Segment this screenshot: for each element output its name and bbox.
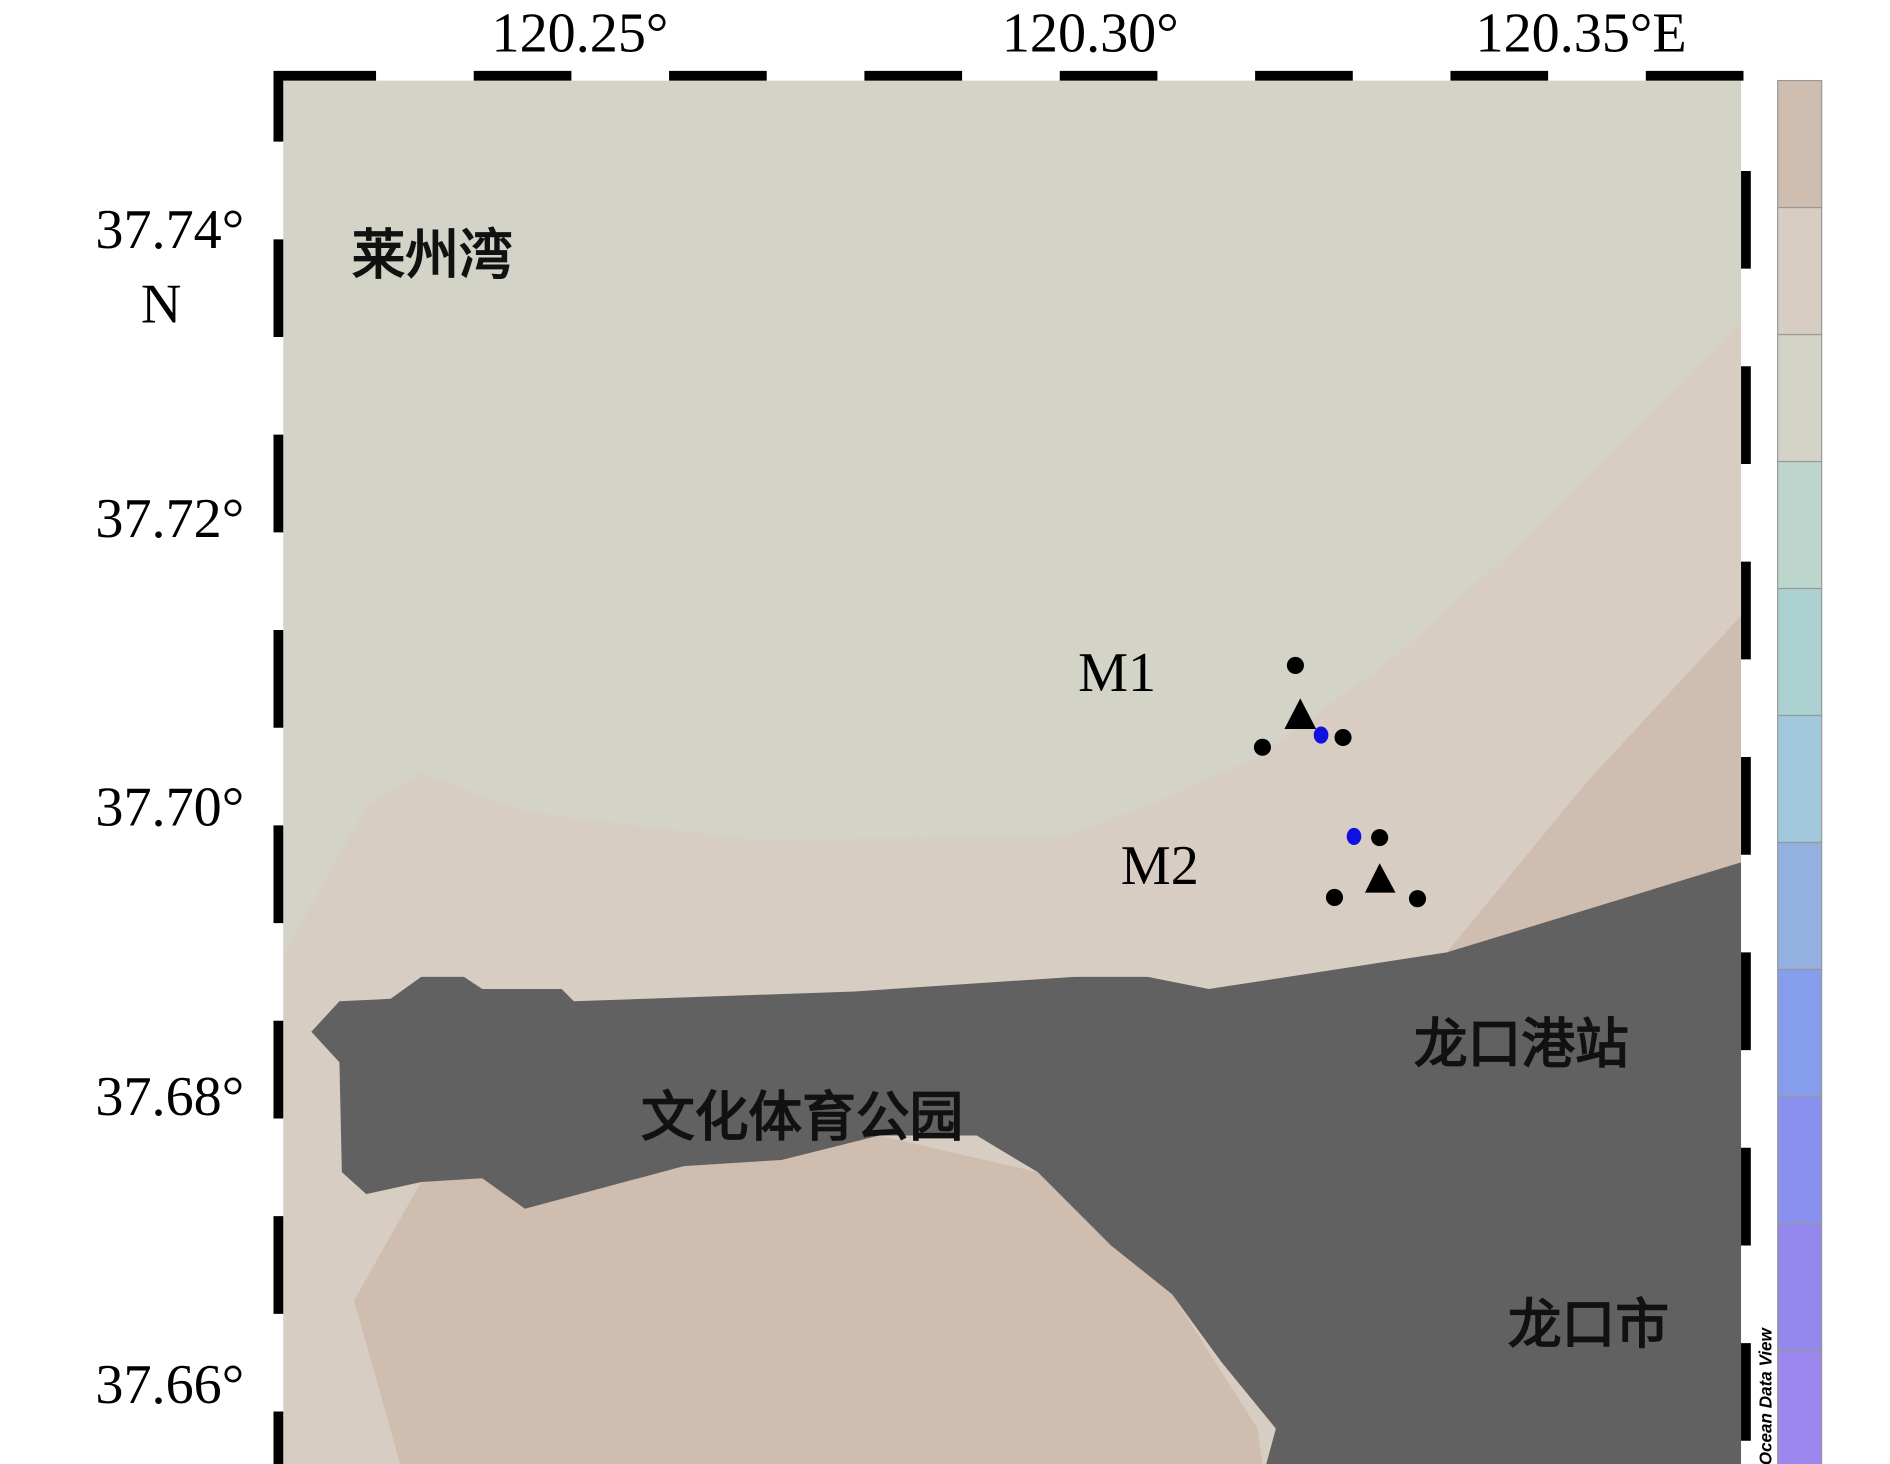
y-tick-label: 37.66° — [95, 1354, 244, 1416]
y-tick-label: 37.74° — [95, 199, 244, 261]
y-unit: N — [141, 273, 182, 335]
x-tick-label: 120.35°E — [1476, 2, 1687, 64]
place-label: 龙口港站 — [1414, 1012, 1629, 1075]
place-label: 文化体育公园 — [641, 1086, 963, 1149]
shore-band — [1446, 610, 1746, 953]
place-label: 莱州湾 — [352, 224, 513, 287]
x-tick-label: 120.30° — [1002, 2, 1179, 64]
y-tick-label: 37.72° — [95, 488, 244, 550]
frame — [273, 70, 1751, 1464]
y-tick-label: 37.68° — [95, 1066, 244, 1128]
credit: Ocean Data View — [1757, 1327, 1776, 1464]
station-label: M1 — [1078, 642, 1156, 704]
land — [311, 860, 1746, 1464]
colorbar — [1777, 79, 1823, 1464]
place-label: 龙口市 — [1508, 1293, 1669, 1356]
x-tick-label: 120.25° — [491, 2, 668, 64]
inland-band — [354, 1135, 1263, 1464]
station-label: M2 — [1121, 835, 1199, 897]
station-markers — [1253, 656, 1427, 908]
y-tick-label: 37.70° — [95, 776, 244, 838]
